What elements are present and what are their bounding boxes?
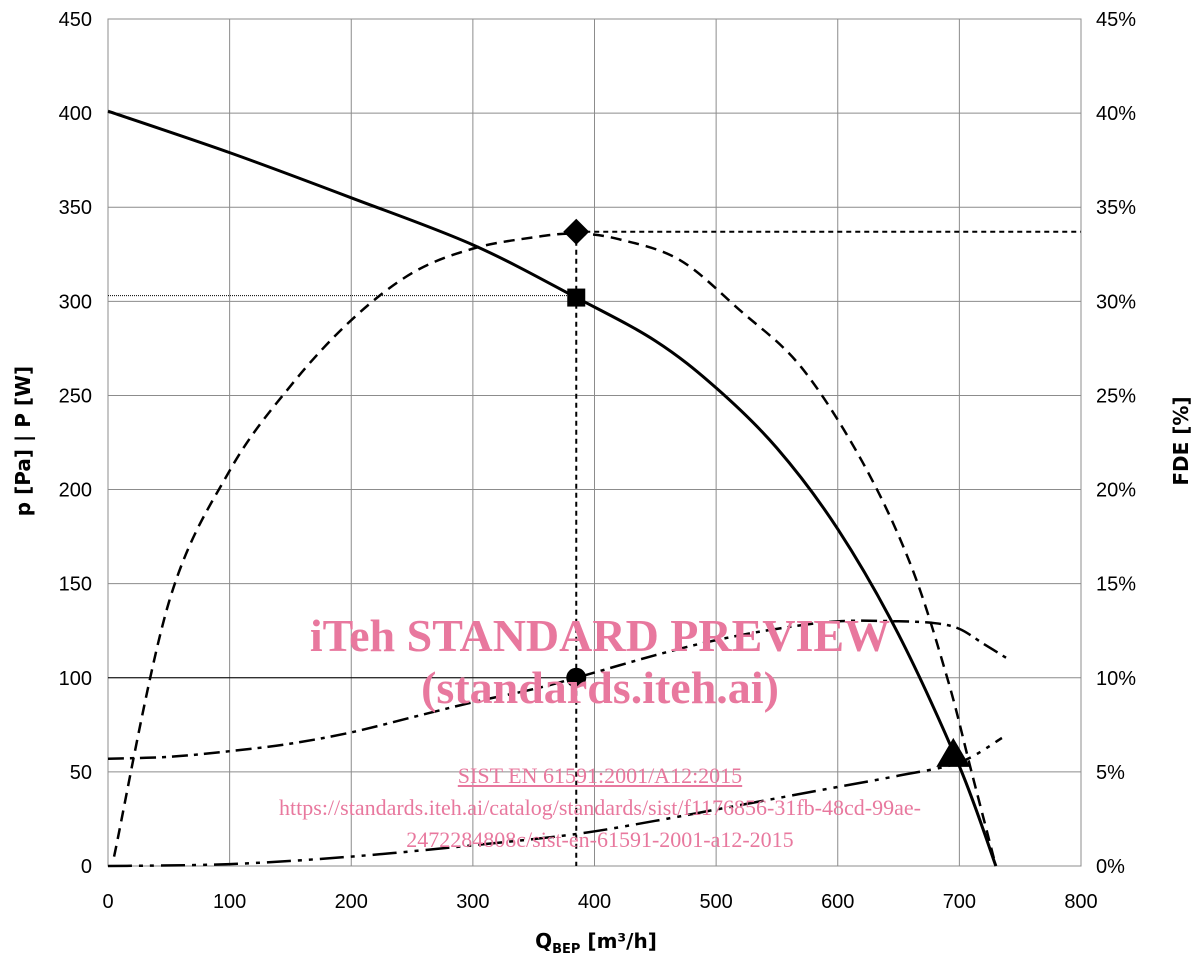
x-tick-label: 600 bbox=[821, 891, 854, 913]
watermark-url-line[interactable]: https://standards.iteh.ai/catalog/standa… bbox=[279, 795, 921, 820]
x-axis-title-unit: [m³/h] bbox=[580, 929, 656, 953]
y-left-tick-label: 150 bbox=[59, 574, 92, 596]
watermark-url-line-2[interactable]: 2472284808c/sist-en-61591-2001-a12-2015 bbox=[406, 827, 794, 852]
series-group bbox=[107, 109, 1009, 868]
y-left-tick-label: 350 bbox=[59, 197, 92, 219]
x-axis-title-sub: BEP bbox=[552, 942, 580, 957]
reference-lines bbox=[108, 230, 1081, 866]
x-tick-label: 800 bbox=[1064, 891, 1097, 913]
x-tick-label: 100 bbox=[213, 891, 246, 913]
pressure-curve bbox=[107, 109, 998, 867]
watermark-standard-link[interactable]: SIST EN 61591:2001/A12:2015 bbox=[457, 763, 743, 788]
x-tick-label: 700 bbox=[943, 891, 976, 913]
tick-labels: 0 100 200 300 400 500 600 700 800 0 50 100 150 200 250… bbox=[59, 9, 1137, 913]
y-left-axis-title: p [Pa] | P [W] bbox=[11, 366, 35, 516]
x-tick-label: 200 bbox=[335, 891, 368, 913]
y-right-tick-label: 35% bbox=[1096, 197, 1136, 219]
x-tick-label: 300 bbox=[456, 891, 489, 913]
y-left-tick-label: 450 bbox=[59, 9, 92, 31]
marker-triangle bbox=[936, 737, 971, 767]
marker-square bbox=[567, 288, 586, 307]
x-tick-label: 400 bbox=[578, 891, 611, 913]
y-right-tick-label: 20% bbox=[1096, 480, 1136, 502]
y-left-tick-label: 300 bbox=[59, 291, 92, 313]
y-right-tick-label: 45% bbox=[1096, 9, 1136, 31]
y-left-tick-label: 400 bbox=[59, 103, 92, 125]
grid-lines bbox=[107, 18, 1082, 867]
fde-curve bbox=[112, 232, 998, 867]
y-right-tick-label: 10% bbox=[1096, 668, 1136, 690]
power-curve bbox=[107, 619, 1009, 760]
y-left-tick-label: 250 bbox=[59, 385, 92, 407]
power-low-curve bbox=[107, 736, 1003, 868]
y-right-tick-label: 40% bbox=[1096, 103, 1136, 125]
x-axis-title: QBEP [m³/h] bbox=[535, 929, 657, 957]
y-right-tick-label: 25% bbox=[1096, 385, 1136, 407]
y-left-tick-label: 100 bbox=[59, 668, 92, 690]
markers-group bbox=[563, 218, 971, 767]
y-right-tick-label: 30% bbox=[1096, 291, 1136, 313]
x-tick-label: 500 bbox=[699, 891, 732, 913]
y-right-tick-label: 15% bbox=[1096, 574, 1136, 596]
watermark-subtitle: (standards.iteh.ai) bbox=[421, 662, 779, 713]
y-left-tick-label: 0 bbox=[81, 856, 92, 878]
watermark-title: iTeh STANDARD PREVIEW bbox=[309, 610, 891, 661]
y-left-tick-label: 200 bbox=[59, 480, 92, 502]
marker-diamond bbox=[563, 218, 590, 245]
x-tick-label: 0 bbox=[102, 891, 113, 913]
y-right-axis-title: FDE [%] bbox=[1169, 396, 1193, 485]
y-right-tick-label: 5% bbox=[1096, 762, 1125, 784]
y-left-tick-label: 50 bbox=[70, 762, 92, 784]
x-axis-title-main: Q bbox=[535, 929, 552, 953]
marker-circle bbox=[566, 667, 587, 688]
y-right-tick-label: 0% bbox=[1096, 856, 1125, 878]
